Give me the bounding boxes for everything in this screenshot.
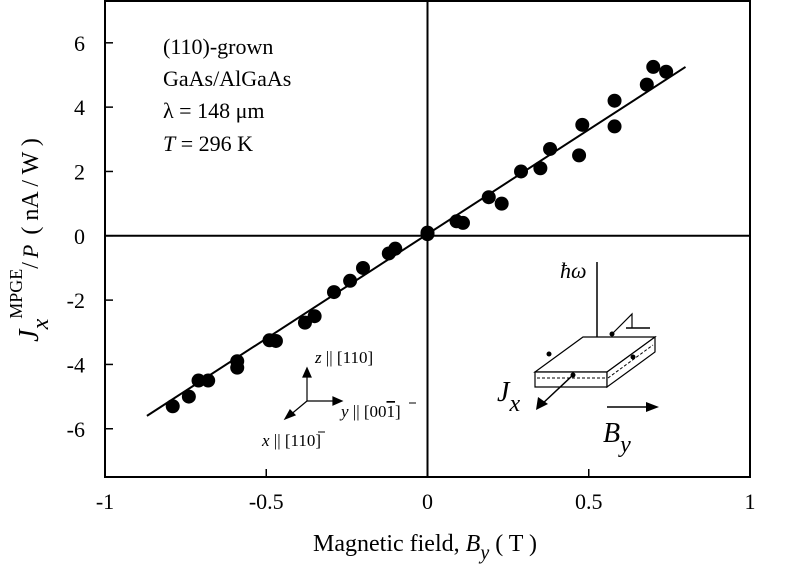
data-point [481,190,496,205]
data-point [230,360,245,375]
x-tick-label: 0 [422,489,433,514]
annotation-material: GaAs/AlGaAs [163,66,291,91]
data-point [543,141,558,156]
data-point [533,161,548,176]
annotation-sample: (110)-grown [163,34,273,59]
data-point [420,225,435,240]
inset-field-label: By [603,418,631,458]
tick-marks [104,42,751,477]
data-point [343,273,358,288]
data-point [455,215,470,230]
data-point [639,77,654,92]
data-point [494,196,509,211]
annotation-wavelength: λ = 148 μm [163,98,264,123]
tick-labels: -1 -0.5 0 0.5 1 -6 -4 -2 0 2 4 6 [67,31,756,514]
y-tick-label: -2 [67,288,85,313]
y-tick-label: -4 [67,352,85,377]
data-point [326,285,341,300]
x-tick-label: 1 [745,489,756,514]
data-point [165,399,180,414]
data-point [575,117,590,132]
svg-text:JxMPGE/P( nA / W ): JxMPGE/P( nA / W ) [6,138,54,342]
y-tick-label: 0 [74,224,85,249]
y-tick-label: 2 [74,159,85,184]
data-point [201,373,216,388]
y-tick-label: 6 [74,31,85,56]
data-point [388,241,403,256]
data-point [659,64,674,79]
y-tick-label: -6 [67,417,85,442]
x-tick-label: -0.5 [249,489,284,514]
temperature-value: = 296 K [175,131,253,156]
data-point [191,373,206,388]
data-point [268,333,283,348]
data-points [165,59,674,414]
coord-y-label: y || [001] [339,402,401,421]
data-point [307,309,322,324]
data-point [572,148,587,163]
x-tick-label: -1 [96,489,114,514]
data-point [607,119,622,134]
coord-x-label: x || [110] [261,431,321,450]
sample-inset: ħω [533,258,659,412]
x-axis-title: Magnetic field, By( T ) [313,531,537,564]
data-point [646,59,661,74]
inset-hbar-omega: ħω [560,258,587,283]
data-point [181,389,196,404]
data-point [514,164,529,179]
data-point [356,260,370,275]
x-tick-label: 0.5 [575,489,603,514]
annotation-temperature: T = 296 K [163,131,253,156]
coordinate-axes-icon [283,366,344,421]
y-tick-label: 4 [74,95,85,120]
y-axis-title: JxMPGE/P( nA / W ) [6,138,54,342]
data-point [607,93,622,108]
coord-z-label: z || [110] [314,348,373,367]
temperature-symbol: T [163,131,177,156]
inset-current-label: Jx [497,377,520,417]
